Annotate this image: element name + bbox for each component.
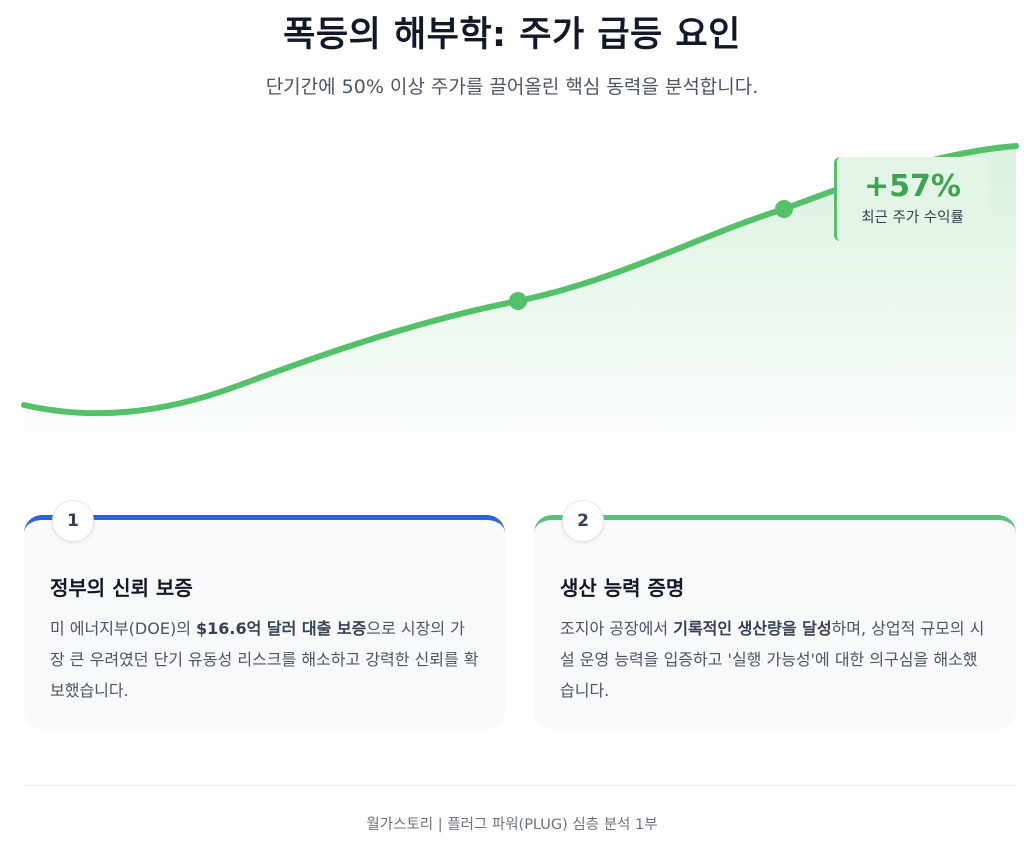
card-body-text: 으로 시장의 가장 큰 우려였던 단기 유동성 리스크를 해소하고 강력한 신뢰… — [50, 619, 479, 700]
card-body: 조지아 공장에서 기록적인 생산량을 달성하며, 상업적 규모의 시설 운영 능… — [560, 613, 990, 706]
card-title: 정부의 신뢰 보증 — [50, 576, 193, 600]
card-title: 생산 능력 증명 — [560, 576, 685, 600]
card-number-badge: 2 — [562, 500, 604, 542]
card-body-text: 미 에너지부(DOE)의 — [50, 619, 196, 638]
card-body-highlight: $16.6억 달러 대출 보증 — [196, 619, 367, 638]
return-badge: +57% 최근 주가 수익률 — [834, 157, 988, 241]
return-label: 최근 주가 수익률 — [861, 210, 964, 226]
footer-credit: 월가스토리 | 플러그 파워(PLUG) 심층 분석 1부 — [366, 817, 658, 833]
footer-divider — [24, 785, 1016, 786]
chart-point — [775, 200, 793, 218]
card-body-text: 하며, 상업적 규모의 시설 운영 능력을 입증하고 '실행 가능성'에 대한 … — [560, 619, 985, 700]
page-subtitle: 단기간에 50% 이상 주가를 끌어올린 핵심 동력을 분석합니다. — [265, 76, 759, 98]
factor-card-1: 1 정부의 신뢰 보증 미 에너지부(DOE)의 $16.6억 달러 대출 보증… — [24, 500, 505, 729]
card-number-badge: 1 — [52, 500, 94, 542]
chart-point — [509, 292, 527, 310]
return-value: +57% — [864, 169, 961, 204]
card-body-text: 조지아 공장에서 — [560, 619, 674, 638]
factor-card-2: 2 생산 능력 증명 조지아 공장에서 기록적인 생산량을 달성하며, 상업적 … — [534, 500, 1016, 729]
card-body-highlight: 기록적인 생산량을 달성 — [673, 619, 832, 638]
page-title: 폭등의 해부학: 주가 급등 요인 — [283, 15, 741, 55]
card-body: 미 에너지부(DOE)의 $16.6억 달러 대출 보증으로 시장의 가장 큰 … — [50, 613, 479, 706]
